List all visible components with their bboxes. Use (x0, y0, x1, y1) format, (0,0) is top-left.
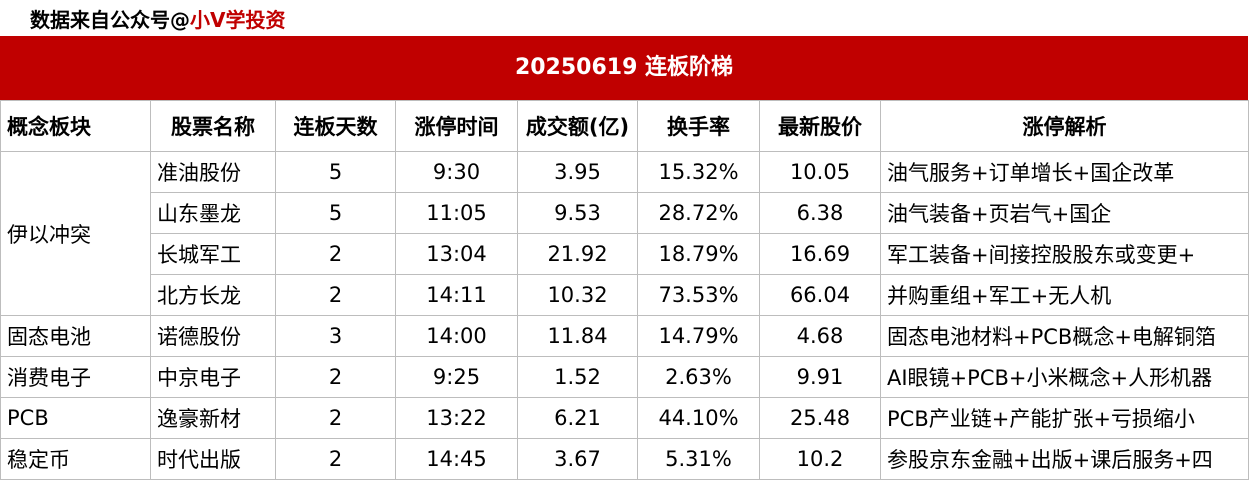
table-row: 北方长龙 2 14:11 10.32 73.53% 66.04 并购重组+军工+… (1, 274, 1249, 316)
latest-price-cell: 10.05 (759, 151, 881, 193)
header-analysis: 涨停解析 (880, 100, 1249, 152)
table-row: 伊以冲突 准油股份 5 9:30 3.95 15.32% 10.05 油气服务+… (0, 151, 1249, 316)
table-row: 长城军工 2 13:04 21.92 18.79% 16.69 军工装备+间接控… (1, 233, 1249, 275)
analysis-cell: 油气装备+页岩气+国企 (880, 192, 1249, 234)
streak-days-cell: 2 (275, 274, 396, 316)
turnover-rate-cell: 5.31% (637, 438, 760, 480)
sector-cell: PCB (0, 397, 151, 439)
header-stock-name: 股票名称 (150, 100, 276, 152)
turnover-rate-cell: 28.72% (637, 192, 760, 234)
banner-account-name: 小V学投资 (190, 8, 286, 32)
table-row: 稳定币 时代出版 2 14:45 3.67 5.31% 10.2 参股京东金融+… (0, 438, 1249, 480)
latest-price-cell: 6.38 (759, 192, 881, 234)
header-row: 概念板块 股票名称 连板天数 涨停时间 成交额(亿) 换手率 最新股价 涨停解析 (0, 100, 1249, 152)
latest-price-cell: 66.04 (759, 274, 881, 316)
table-row: 山东墨龙 5 11:05 9.53 28.72% 6.38 油气装备+页岩气+国… (1, 192, 1249, 234)
limit-time-cell: 11:05 (395, 192, 518, 234)
latest-price-cell: 4.68 (759, 315, 881, 357)
analysis-cell: 参股京东金融+出版+课后服务+四 (880, 438, 1249, 480)
table-title: 20250619 连板阶梯 (0, 36, 1248, 100)
turnover-amount-cell: 3.67 (517, 438, 638, 480)
stock-name-cell: 时代出版 (150, 438, 276, 480)
limit-time-cell: 9:25 (395, 356, 518, 398)
analysis-cell: AI眼镜+PCB+小米概念+人形机器 (880, 356, 1249, 398)
turnover-rate-cell: 44.10% (637, 397, 760, 439)
stock-name-cell: 准油股份 (150, 151, 276, 193)
latest-price-cell: 25.48 (759, 397, 881, 439)
limit-time-cell: 9:30 (395, 151, 518, 193)
limit-time-cell: 14:00 (395, 315, 518, 357)
analysis-cell: 并购重组+军工+无人机 (880, 274, 1249, 316)
latest-price-cell: 16.69 (759, 233, 881, 275)
banner-prefix: 数据来自公众号@ (30, 8, 190, 32)
limit-time-cell: 14:45 (395, 438, 518, 480)
turnover-amount-cell: 3.95 (517, 151, 638, 193)
turnover-amount-cell: 9.53 (517, 192, 638, 234)
table-row: 消费电子 中京电子 2 9:25 1.52 2.63% 9.91 AI眼镜+PC… (0, 356, 1249, 398)
analysis-cell: 固态电池材料+PCB概念+电解铜箔 (880, 315, 1249, 357)
header-latest-price: 最新股价 (759, 100, 881, 152)
turnover-amount-cell: 1.52 (517, 356, 638, 398)
limit-time-cell: 14:11 (395, 274, 518, 316)
turnover-rate-cell: 18.79% (637, 233, 760, 275)
header-limit-time: 涨停时间 (395, 100, 518, 152)
header-sector: 概念板块 (0, 100, 151, 152)
streak-days-cell: 5 (275, 151, 396, 193)
streak-days-cell: 5 (275, 192, 396, 234)
header-turnover-amount: 成交额(亿) (517, 100, 638, 152)
turnover-rate-cell: 15.32% (637, 151, 760, 193)
turnover-amount-cell: 10.32 (517, 274, 638, 316)
turnover-amount-cell: 11.84 (517, 315, 638, 357)
header-turnover-rate: 换手率 (637, 100, 760, 152)
turnover-amount-cell: 6.21 (517, 397, 638, 439)
stock-name-cell: 北方长龙 (150, 274, 276, 316)
analysis-cell: 油气服务+订单增长+国企改革 (880, 151, 1249, 193)
analysis-cell: PCB产业链+产能扩张+亏损缩小 (880, 397, 1249, 439)
header-streak-days: 连板天数 (275, 100, 396, 152)
table-row: PCB 逸豪新材 2 13:22 6.21 44.10% 25.48 PCB产业… (0, 397, 1249, 439)
sector-cell: 固态电池 (0, 315, 151, 357)
streak-days-cell: 2 (275, 397, 396, 439)
turnover-rate-cell: 14.79% (637, 315, 760, 357)
turnover-rate-cell: 73.53% (637, 274, 760, 316)
analysis-cell: 军工装备+间接控股股东或变更+ (880, 233, 1249, 275)
stock-name-cell: 山东墨龙 (150, 192, 276, 234)
sector-cell: 消费电子 (0, 356, 151, 398)
source-banner: 数据来自公众号@小V学投资 (30, 6, 285, 34)
turnover-rate-cell: 2.63% (637, 356, 760, 398)
stock-name-cell: 中京电子 (150, 356, 276, 398)
limit-time-cell: 13:04 (395, 233, 518, 275)
streak-days-cell: 2 (275, 438, 396, 480)
streak-days-cell: 2 (275, 233, 396, 275)
stock-name-cell: 逸豪新材 (150, 397, 276, 439)
stock-name-cell: 长城军工 (150, 233, 276, 275)
stock-name-cell: 诺德股份 (150, 315, 276, 357)
sector-cell: 伊以冲突 (0, 151, 151, 316)
latest-price-cell: 9.91 (759, 356, 881, 398)
latest-price-cell: 10.2 (759, 438, 881, 480)
streak-days-cell: 2 (275, 356, 396, 398)
limit-up-ladder-table: 概念板块 股票名称 连板天数 涨停时间 成交额(亿) 换手率 最新股价 涨停解析… (0, 100, 1249, 480)
sector-cell: 稳定币 (0, 438, 151, 480)
table-row: 固态电池 诺德股份 3 14:00 11.84 14.79% 4.68 固态电池… (0, 315, 1249, 357)
limit-time-cell: 13:22 (395, 397, 518, 439)
streak-days-cell: 3 (275, 315, 396, 357)
turnover-amount-cell: 21.92 (517, 233, 638, 275)
